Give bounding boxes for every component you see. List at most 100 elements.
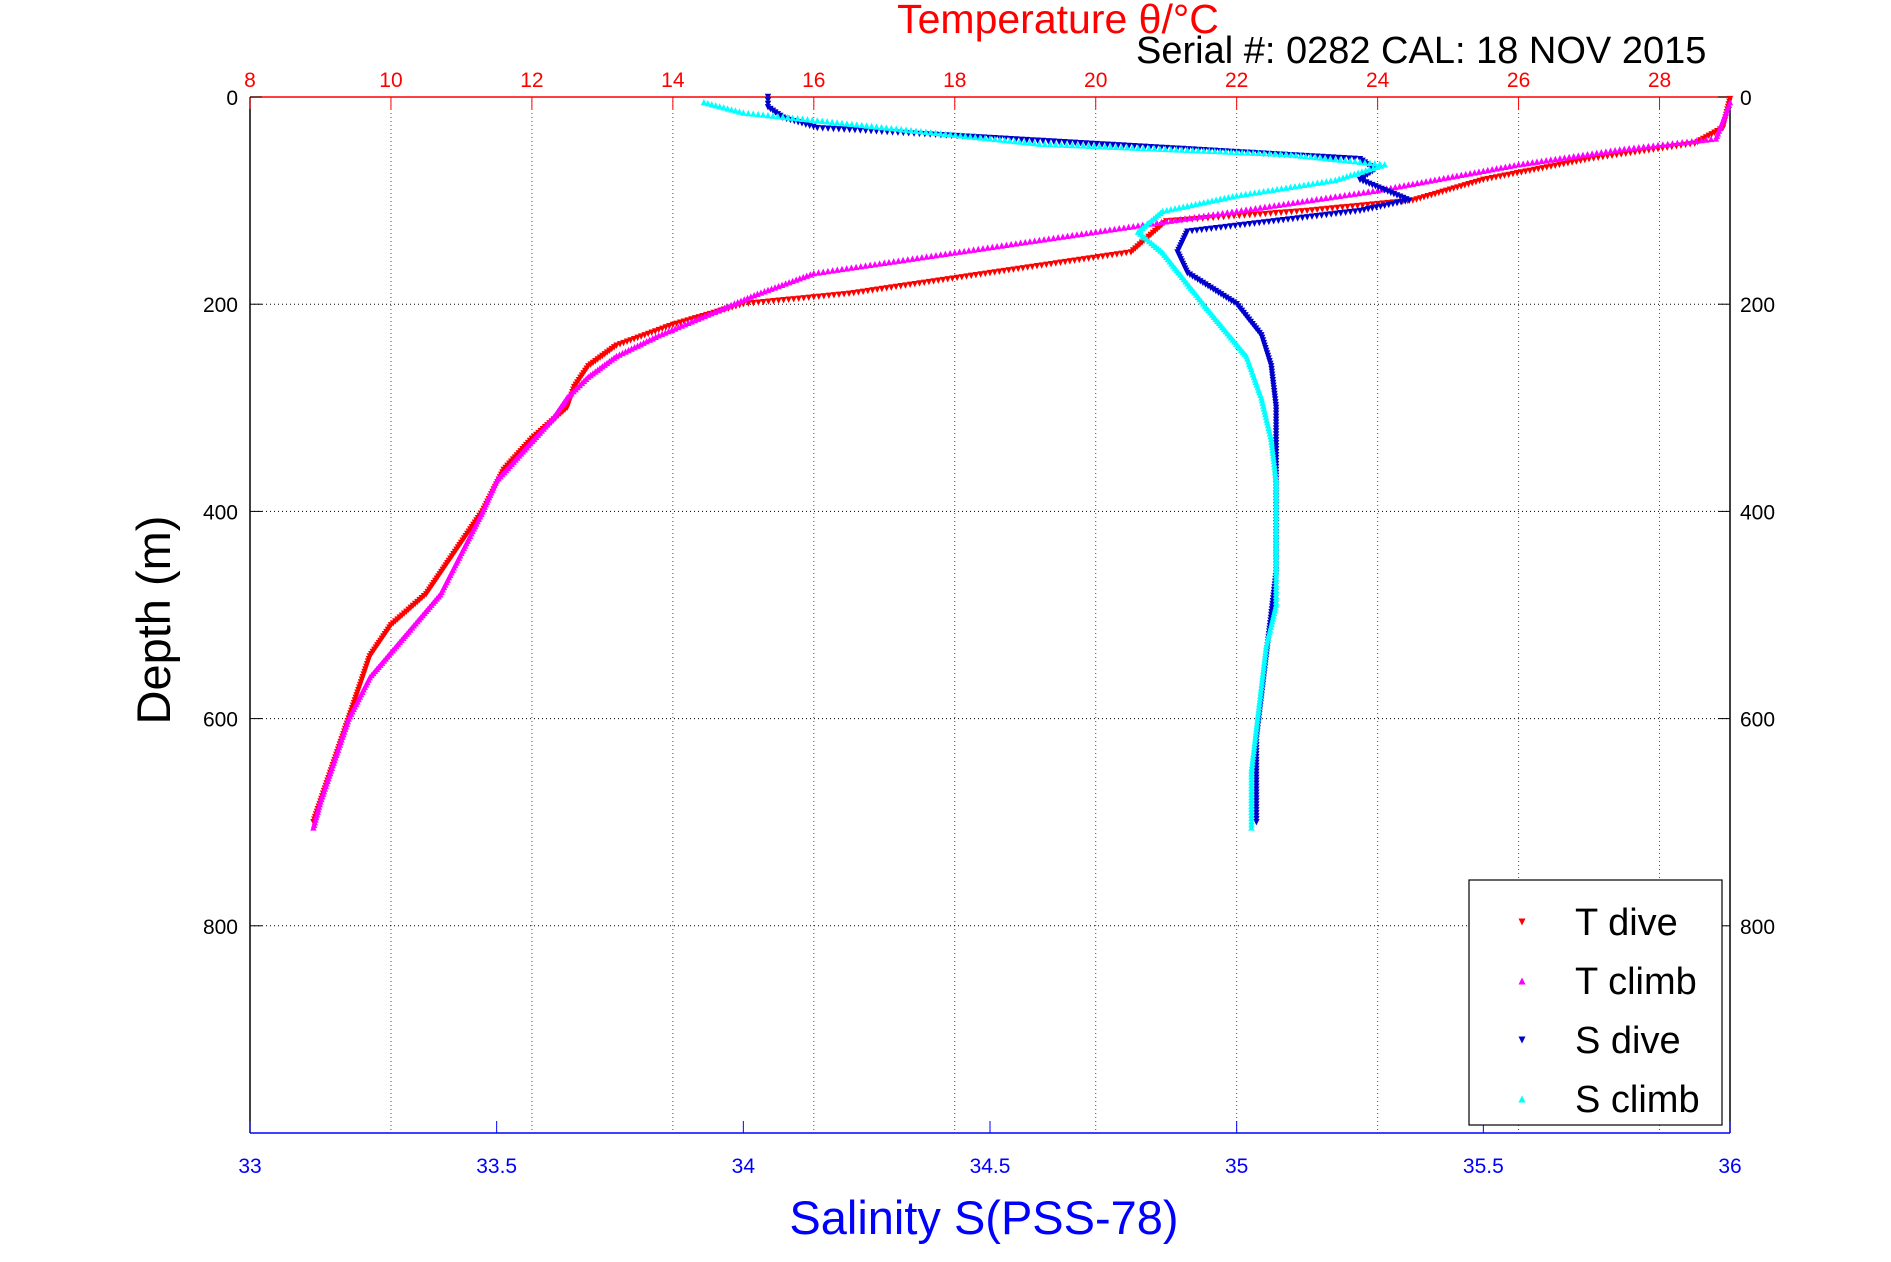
y-axis-label: Depth (m) (127, 516, 180, 725)
data-point (1036, 140, 1043, 147)
data-point (1204, 198, 1212, 205)
data-point (1241, 212, 1248, 219)
data-point (1257, 687, 1265, 694)
data-point (810, 269, 818, 277)
data-point (1427, 177, 1434, 184)
data-point (1351, 155, 1358, 163)
data-point (775, 282, 782, 290)
data-point (1071, 257, 1078, 264)
data-point (890, 258, 897, 265)
data-point (1247, 205, 1254, 213)
data-point (1038, 262, 1045, 269)
data-point (1085, 255, 1092, 262)
series-layer (310, 93, 1734, 831)
data-point (1449, 173, 1456, 180)
data-point (1339, 204, 1346, 211)
data-point (708, 101, 715, 108)
data-point (1191, 274, 1199, 282)
data-point (1208, 197, 1216, 204)
grid (250, 97, 1730, 1133)
data-point (1570, 153, 1577, 160)
data-point (853, 121, 860, 128)
data-point (878, 285, 886, 293)
data-point (921, 279, 928, 286)
data-point (800, 273, 807, 281)
data-point (1712, 135, 1720, 142)
data-point (1268, 443, 1276, 451)
data-point (804, 116, 811, 123)
data-point (874, 286, 881, 293)
data-point (1303, 197, 1311, 204)
data-point (1262, 645, 1270, 653)
data-point (1254, 714, 1261, 722)
data-point (1083, 229, 1090, 237)
data-point (1024, 264, 1031, 271)
data-point (1332, 193, 1339, 200)
data-point (1287, 151, 1295, 158)
data-point (1346, 155, 1353, 162)
data-point (1252, 728, 1260, 735)
data-point (1188, 201, 1195, 209)
data-point (1134, 144, 1142, 151)
data-point (1260, 664, 1267, 672)
data-point (1255, 188, 1263, 196)
data-point (1125, 142, 1133, 150)
data-point (1271, 150, 1279, 157)
data-point (1308, 207, 1316, 214)
data-point (1317, 154, 1324, 161)
data-point (764, 93, 772, 101)
temp-tick-label: 18 (943, 69, 966, 92)
legend-box (1468, 879, 1723, 1126)
data-point (1608, 152, 1616, 159)
data-point (1006, 137, 1013, 144)
data-point (1101, 143, 1109, 150)
data-point (907, 126, 915, 134)
data-point (850, 289, 857, 297)
data-point (1270, 460, 1278, 467)
data-point (1356, 207, 1364, 215)
data-point (1347, 171, 1354, 179)
data-point (792, 276, 800, 283)
data-point (1063, 141, 1070, 148)
data-point (1556, 155, 1564, 162)
data-point (1703, 136, 1710, 143)
data-point (1664, 140, 1671, 148)
legend-marker (1518, 1095, 1526, 1103)
data-point (1242, 206, 1250, 213)
depth-tick-label-right: 400 (1740, 501, 1775, 524)
data-point (883, 285, 890, 292)
series-s-dive (764, 93, 1413, 826)
data-point (1659, 141, 1667, 148)
data-point (1074, 142, 1081, 149)
data-point (1260, 187, 1267, 195)
data-point (1118, 250, 1125, 257)
data-point (1360, 189, 1367, 196)
data-point (1529, 159, 1536, 166)
data-point (1261, 659, 1268, 666)
data-point (1093, 140, 1100, 148)
data-point (1034, 137, 1041, 144)
legend: T dive T climb S dive S climb (1468, 879, 1723, 1126)
data-point (912, 127, 920, 134)
data-point (1251, 742, 1258, 749)
data-point (968, 272, 975, 280)
data-point (1650, 142, 1657, 149)
data-point (899, 256, 907, 264)
data-point (1184, 146, 1191, 154)
data-point (757, 289, 765, 296)
data-point (712, 102, 719, 109)
data-point (1318, 195, 1325, 202)
data-point (1244, 149, 1251, 156)
data-point (1304, 214, 1311, 221)
temp-tick-label: 22 (1225, 69, 1248, 92)
data-point (1257, 692, 1264, 700)
data-point (878, 123, 885, 131)
data-point (1078, 230, 1085, 237)
data-point (1061, 258, 1069, 266)
data-point (1377, 162, 1385, 169)
data-point (975, 245, 982, 253)
data-point (902, 282, 909, 289)
data-point (1162, 218, 1170, 225)
data-point (1052, 260, 1059, 267)
data-point (833, 119, 841, 126)
